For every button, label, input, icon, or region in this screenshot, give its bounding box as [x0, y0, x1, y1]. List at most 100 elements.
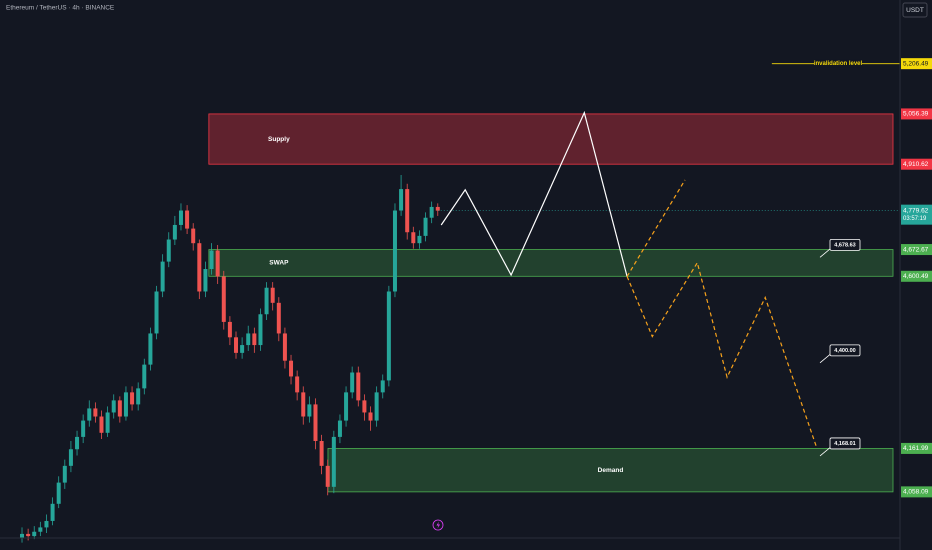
candle-body — [62, 465, 67, 483]
candle-body — [197, 243, 202, 292]
invalidation-label: invalidation level — [814, 61, 863, 67]
price-label: 5,206.49 — [903, 60, 929, 67]
candle-body — [435, 206, 440, 211]
event-icon[interactable] — [432, 519, 444, 531]
price-label-bg — [901, 108, 932, 120]
candle-body — [81, 420, 86, 437]
candle-body — [50, 503, 55, 521]
candle-body — [105, 412, 110, 433]
candle-body — [56, 482, 61, 504]
price-label: 4,910.62 — [903, 161, 929, 168]
event-icon-bolt — [436, 521, 440, 529]
candle-body — [172, 224, 177, 240]
candle-body — [154, 291, 159, 334]
symbol-title: Ethereum / TetherUS · 4h · BINANCE — [6, 5, 115, 12]
price-label-bg — [901, 270, 932, 282]
candle-body — [246, 333, 251, 346]
invalidation-label-bg — [814, 59, 862, 68]
candle-body — [93, 408, 98, 417]
candle-body — [26, 533, 31, 537]
candle-body — [399, 189, 404, 211]
price-label-bg — [901, 442, 932, 454]
candle-body — [423, 217, 428, 236]
candle-body — [160, 261, 165, 292]
candle-body — [20, 533, 25, 539]
candle-body — [142, 364, 147, 389]
candle-body — [38, 527, 43, 532]
callout-label: 4,400.00 — [834, 348, 855, 354]
candle-body — [411, 232, 416, 244]
candle-body — [270, 287, 275, 303]
price-label: 4,058.09 — [903, 489, 929, 496]
candle-body — [203, 269, 208, 292]
candle-body — [234, 337, 239, 353]
scenario-path — [626, 179, 686, 277]
candle-body — [209, 250, 214, 270]
candle-body — [319, 441, 324, 466]
last-price-label: 4,779.62 — [903, 207, 929, 214]
candle-body — [392, 210, 397, 292]
candle-body — [178, 210, 183, 225]
candle-body — [166, 239, 171, 262]
price-label-bg — [901, 58, 932, 70]
countdown-label: 03:57:19 — [903, 216, 927, 222]
candle-body — [368, 412, 373, 421]
candle-body — [117, 400, 122, 417]
candle-body — [148, 333, 153, 365]
last-price-bg — [901, 204, 932, 225]
candle-body — [429, 206, 434, 218]
candle-body — [356, 372, 361, 401]
candle-body — [68, 449, 73, 466]
candle-body — [32, 531, 37, 537]
candle-body — [386, 291, 391, 381]
candle-body — [130, 392, 135, 405]
callout-label: 4,678.63 — [834, 242, 855, 248]
candle-body — [325, 465, 330, 487]
candle-body — [276, 302, 281, 334]
candle-body — [417, 235, 422, 244]
candle-body — [282, 333, 287, 361]
zone-label: Demand — [598, 467, 624, 474]
zone — [327, 448, 894, 493]
zone — [208, 249, 894, 277]
candle-body — [313, 404, 318, 442]
candle-body — [240, 345, 245, 353]
price-label: 4,672.67 — [903, 246, 929, 253]
callout-box — [829, 437, 861, 450]
zone-label: SWAP — [269, 260, 289, 267]
candle-body — [362, 400, 367, 413]
scenario-path — [626, 261, 817, 447]
candle-body — [331, 436, 336, 487]
candle-body — [221, 276, 226, 322]
callout-box — [829, 344, 861, 357]
zone — [208, 113, 894, 165]
candle-body — [337, 420, 342, 437]
price-label-bg — [901, 158, 932, 170]
candle-body — [405, 189, 410, 233]
candle-body — [258, 314, 263, 346]
candle-body — [185, 210, 190, 229]
price-label: 5,056.39 — [903, 111, 929, 118]
candle-body — [374, 392, 379, 421]
candle-body — [307, 404, 312, 417]
candle-body — [111, 400, 116, 413]
candle-body — [289, 360, 294, 377]
price-label-bg — [901, 244, 932, 256]
candle-body — [87, 408, 92, 421]
currency-button[interactable] — [902, 2, 928, 18]
candle-body — [123, 392, 128, 417]
candle-body — [215, 250, 220, 277]
callout-box — [829, 238, 861, 251]
projection-path — [440, 110, 628, 277]
candle-body — [301, 392, 306, 417]
candle-body — [75, 436, 80, 450]
candle-body — [295, 376, 300, 393]
zone-label: Supply — [268, 136, 290, 143]
callout-label: 4,168.01 — [834, 441, 855, 447]
candle-body — [136, 388, 141, 405]
currency-label[interactable]: USDT — [906, 7, 924, 14]
candle-body — [227, 321, 232, 338]
